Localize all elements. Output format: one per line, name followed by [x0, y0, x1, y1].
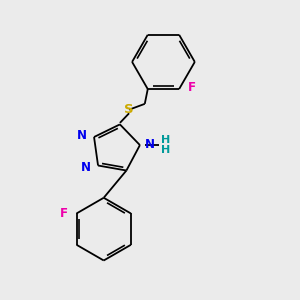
Text: N: N — [76, 129, 87, 142]
Text: F: F — [188, 81, 196, 94]
Text: N: N — [144, 138, 154, 151]
Text: H: H — [161, 135, 170, 145]
Text: S: S — [124, 103, 134, 116]
Text: N: N — [81, 160, 91, 173]
Text: F: F — [60, 207, 68, 220]
Text: H: H — [161, 146, 170, 155]
